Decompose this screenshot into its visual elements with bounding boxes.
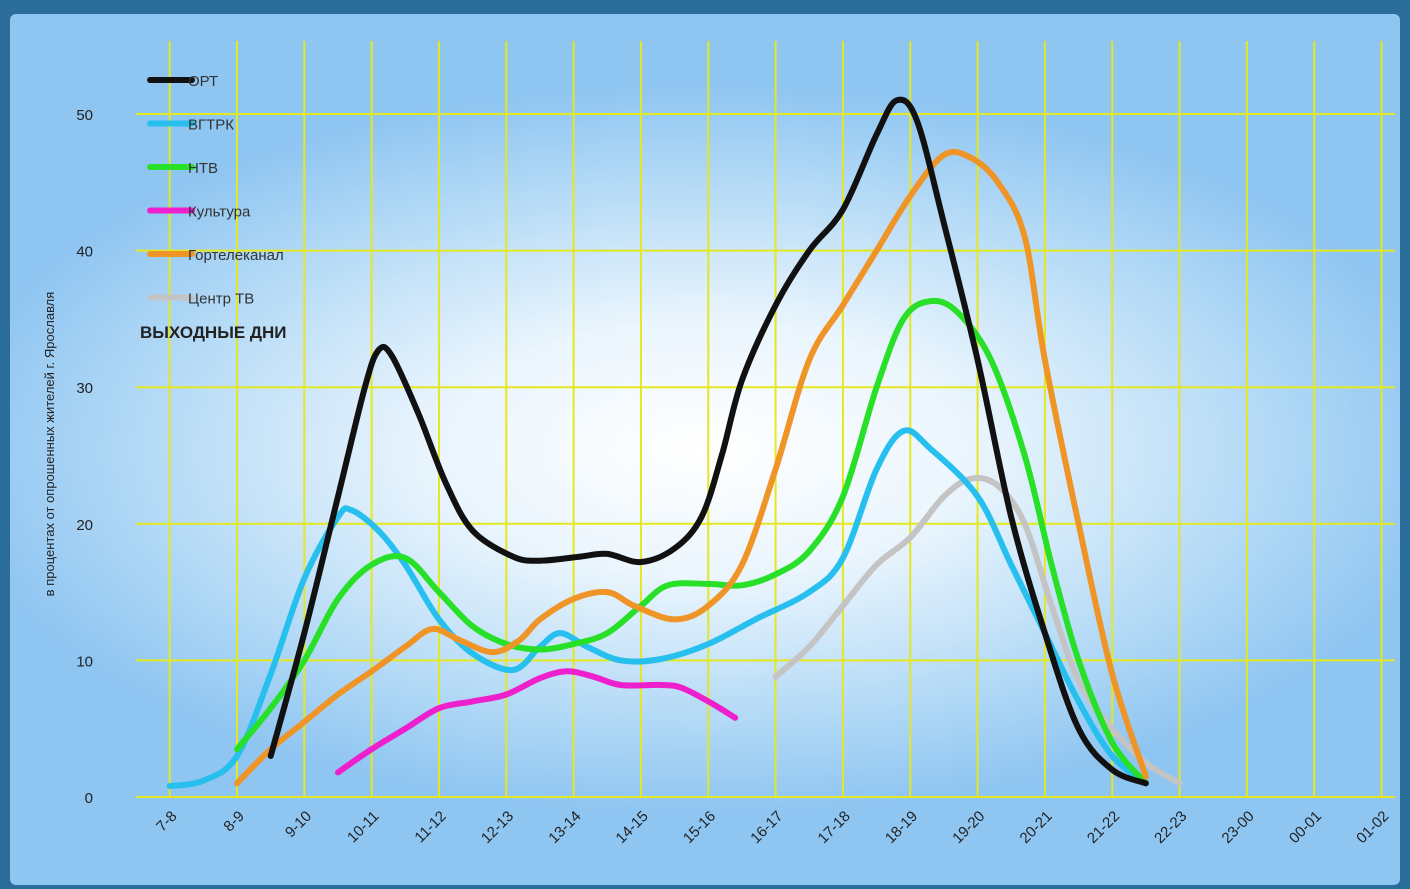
x-tick-labels: 7-8 8-9 9-10 10-11 11-12 12-13 13-14 14-15 15-16… xyxy=(153,808,1392,847)
legend-label: Культура xyxy=(188,204,251,221)
y-tick-label: 50 xyxy=(76,107,93,124)
x-tick-label: 14-15 xyxy=(613,808,652,847)
grid xyxy=(136,41,1395,798)
y-tick-label: 0 xyxy=(85,790,93,807)
x-tick-label: 21-22 xyxy=(1084,808,1123,847)
x-tick-label: 18-19 xyxy=(882,808,921,847)
x-tick-label: 15-16 xyxy=(680,808,719,847)
x-tick-label: 12-13 xyxy=(478,808,517,847)
x-tick-label: 19-20 xyxy=(949,808,988,847)
x-tick-label: 01-02 xyxy=(1353,808,1392,847)
legend: ОРТ ВГТРК НТВ Культура Гортелеканал Центр ТВ xyxy=(147,73,284,308)
x-tick-label: 10-11 xyxy=(344,808,382,846)
x-tick-label: 16-17 xyxy=(747,808,786,847)
series-line-1 xyxy=(166,427,1149,790)
series-line-0 xyxy=(267,96,1149,787)
y-axis-label: в процентах от опрошенных жителей г. Яро… xyxy=(42,292,57,597)
x-tick-label: 9-10 xyxy=(282,808,315,841)
legend-label: Гортелеканал xyxy=(188,247,284,264)
y-tick-labels: 0 10 20 30 40 50 xyxy=(76,107,93,807)
series-line-5 xyxy=(772,474,1183,787)
series-lines xyxy=(166,96,1183,790)
series-line-4 xyxy=(234,148,1149,787)
chart-subtitle: ВЫХОДНЫЕ ДНИ xyxy=(140,323,287,342)
x-tick-label: 20-21 xyxy=(1017,808,1056,847)
x-tick-label: 8-9 xyxy=(220,808,247,835)
y-tick-label: 40 xyxy=(76,244,93,261)
series-line-3 xyxy=(335,668,739,776)
x-tick-label: 00-01 xyxy=(1286,808,1325,847)
y-tick-label: 20 xyxy=(76,517,93,534)
y-tick-label: 10 xyxy=(76,653,93,670)
series-line-2 xyxy=(234,297,1149,787)
legend-label: Центр ТВ xyxy=(188,291,254,308)
x-tick-label: 7-8 xyxy=(153,808,180,835)
x-tick-label: 11-12 xyxy=(411,808,449,846)
line-chart: 0 10 20 30 40 50 7-8 8-9 9-10 10-11 11-12 12-13 13-… xyxy=(42,41,1395,847)
legend-label: ВГТРК xyxy=(188,117,234,134)
x-tick-label: 22-23 xyxy=(1151,808,1190,847)
chart-frame: 0 10 20 30 40 50 7-8 8-9 9-10 10-11 11-12 12-13 13-… xyxy=(10,14,1400,885)
legend-label: ОРТ xyxy=(188,73,218,90)
legend-label: НТВ xyxy=(188,160,218,177)
x-tick-label: 13-14 xyxy=(545,808,584,847)
x-tick-label: 17-18 xyxy=(815,808,854,847)
y-tick-label: 30 xyxy=(76,380,93,397)
x-tick-label: 23-00 xyxy=(1219,808,1258,847)
